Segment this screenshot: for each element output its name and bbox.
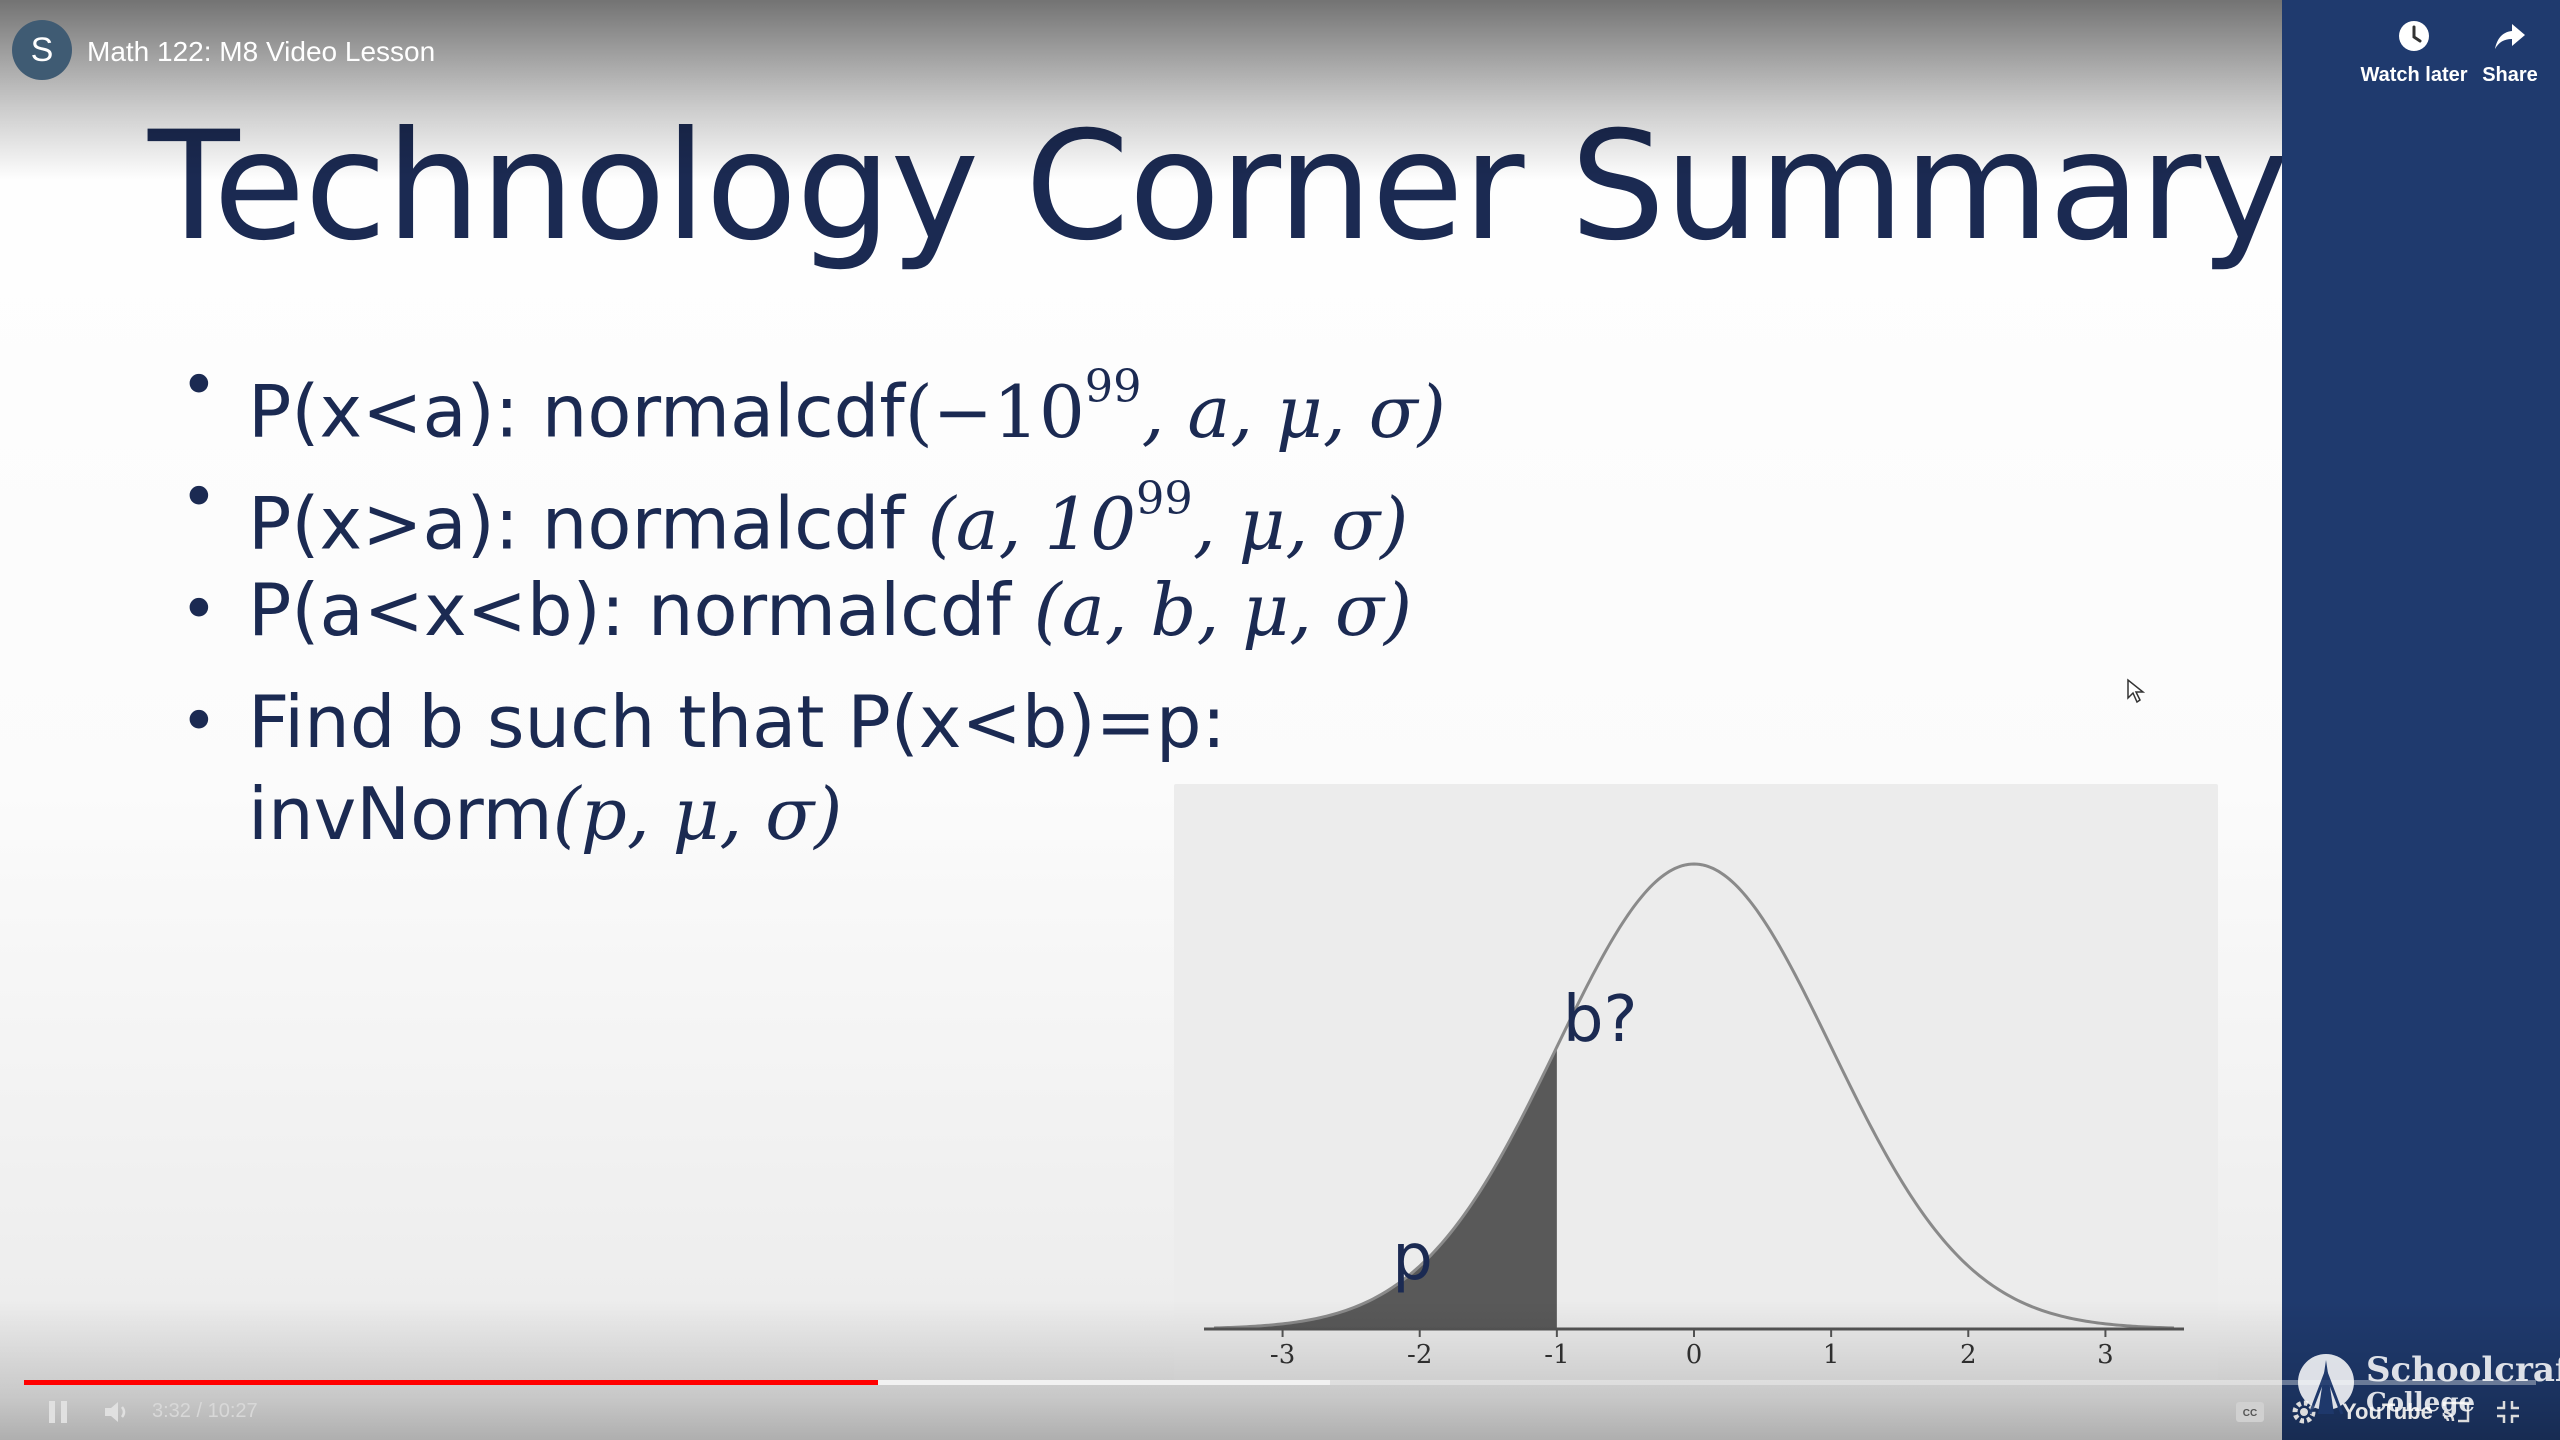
- bullet-text: P(a<x<b): normalcdf: [248, 568, 1034, 652]
- share-label: Share: [2482, 64, 2538, 86]
- cast-icon: [2442, 1401, 2470, 1423]
- watch-later-button[interactable]: Watch later: [2359, 18, 2469, 87]
- mute-button[interactable]: [98, 1394, 134, 1430]
- x-tick-label: 2: [1960, 1340, 1977, 1370]
- settings-button[interactable]: [2284, 1394, 2324, 1430]
- svg-text:YouTube: YouTube: [2342, 1399, 2432, 1424]
- exit-fullscreen-button[interactable]: [2488, 1394, 2528, 1430]
- watermark-line1: Schoolcraft: [2366, 1350, 2560, 1390]
- svg-text:CC: CC: [2243, 1408, 2257, 1419]
- progress-bar[interactable]: [24, 1380, 2536, 1385]
- x-tick-label: -2: [1407, 1340, 1432, 1370]
- college-logo-icon: [2298, 1354, 2354, 1415]
- x-tick-label: 3: [2097, 1340, 2114, 1370]
- bullet-item-greater-than: P(x>a): normalcdf (a, 1099, μ, σ): [180, 452, 1446, 566]
- gear-icon: [2292, 1400, 2316, 1424]
- slide: Technology Corner Summary P(x<a): normal…: [0, 0, 2282, 1440]
- bullet-text: P(x>a): normalcdf: [248, 481, 928, 566]
- share-arrow-icon: [2495, 24, 2525, 49]
- bullet-text: Find b such that P(x<b)=p:: [248, 680, 1226, 764]
- channel-avatar[interactable]: S: [12, 20, 72, 80]
- bottom-overlay: [0, 1300, 2560, 1440]
- shaded-area: [1214, 1046, 1557, 1329]
- x-tick-label: 0: [1686, 1340, 1703, 1370]
- video-title[interactable]: Math 122: M8 Video Lesson: [87, 36, 436, 67]
- bullet-item-less-than: P(x<a): normalcdf(−1099, a, μ, σ): [180, 340, 1446, 454]
- bullet-math: (−1099, a, μ, σ): [904, 360, 1446, 454]
- captions-icon: CC: [2236, 1402, 2264, 1422]
- top-overlay: [0, 0, 2282, 180]
- bullet-text: P(x<a): normalcdf: [248, 369, 905, 454]
- clock-icon: [2399, 21, 2429, 51]
- sidebar-panel: [2282, 0, 2560, 1440]
- cast-button[interactable]: [2436, 1394, 2476, 1430]
- bullet-math: (a, b, μ, σ): [1033, 568, 1413, 652]
- normal-curve-line: [1213, 862, 2175, 1330]
- x-tick-label: 1: [1823, 1340, 1840, 1370]
- watermark-line2: College: [2366, 1388, 2476, 1418]
- pause-button[interactable]: [40, 1394, 76, 1430]
- bullet-text: invNorm: [248, 772, 553, 856]
- progress-played: [24, 1380, 879, 1385]
- bullet-math: (a, 1099, μ, σ): [927, 472, 1409, 566]
- watch-later-label: Watch later: [2360, 64, 2468, 86]
- normal-curve-svg: -3 -2 -1 0 1 2 3 b? p: [1204, 862, 2184, 1370]
- normal-curve-chart: -3 -2 -1 0 1 2 3 b? p: [1174, 784, 2218, 1380]
- bullet-item-between: P(a<x<b): normalcdf (a, b, μ, σ): [180, 564, 1446, 676]
- college-watermark: Schoolcraft College: [2296, 1350, 2560, 1430]
- p-area-label: p: [1392, 1221, 1433, 1295]
- youtube-logo[interactable]: YouTube: [2338, 1394, 2434, 1430]
- share-button[interactable]: Share: [2455, 18, 2560, 87]
- pause-icon: [49, 1401, 67, 1423]
- youtube-logo-icon: YouTube: [2342, 1399, 2432, 1424]
- exit-fullscreen-icon: [2497, 1401, 2519, 1423]
- mouse-cursor-icon: [2127, 678, 2146, 704]
- x-tick-label: -3: [1270, 1340, 1295, 1370]
- b-question-label: b?: [1563, 983, 1638, 1057]
- captions-button[interactable]: CC: [2230, 1394, 2270, 1430]
- bullet-list: P(x<a): normalcdf(−1099, a, μ, σ) P(x>a)…: [180, 340, 1446, 856]
- x-tick-label: -1: [1544, 1340, 1569, 1370]
- volume-icon: [105, 1402, 126, 1422]
- time-display: 3:32 / 10:27: [152, 1400, 258, 1422]
- bullet-item-inverse: Find b such that P(x<b)=p:invNorm(p, μ, …: [180, 676, 1446, 856]
- bullet-math: (p, μ, σ): [552, 772, 843, 856]
